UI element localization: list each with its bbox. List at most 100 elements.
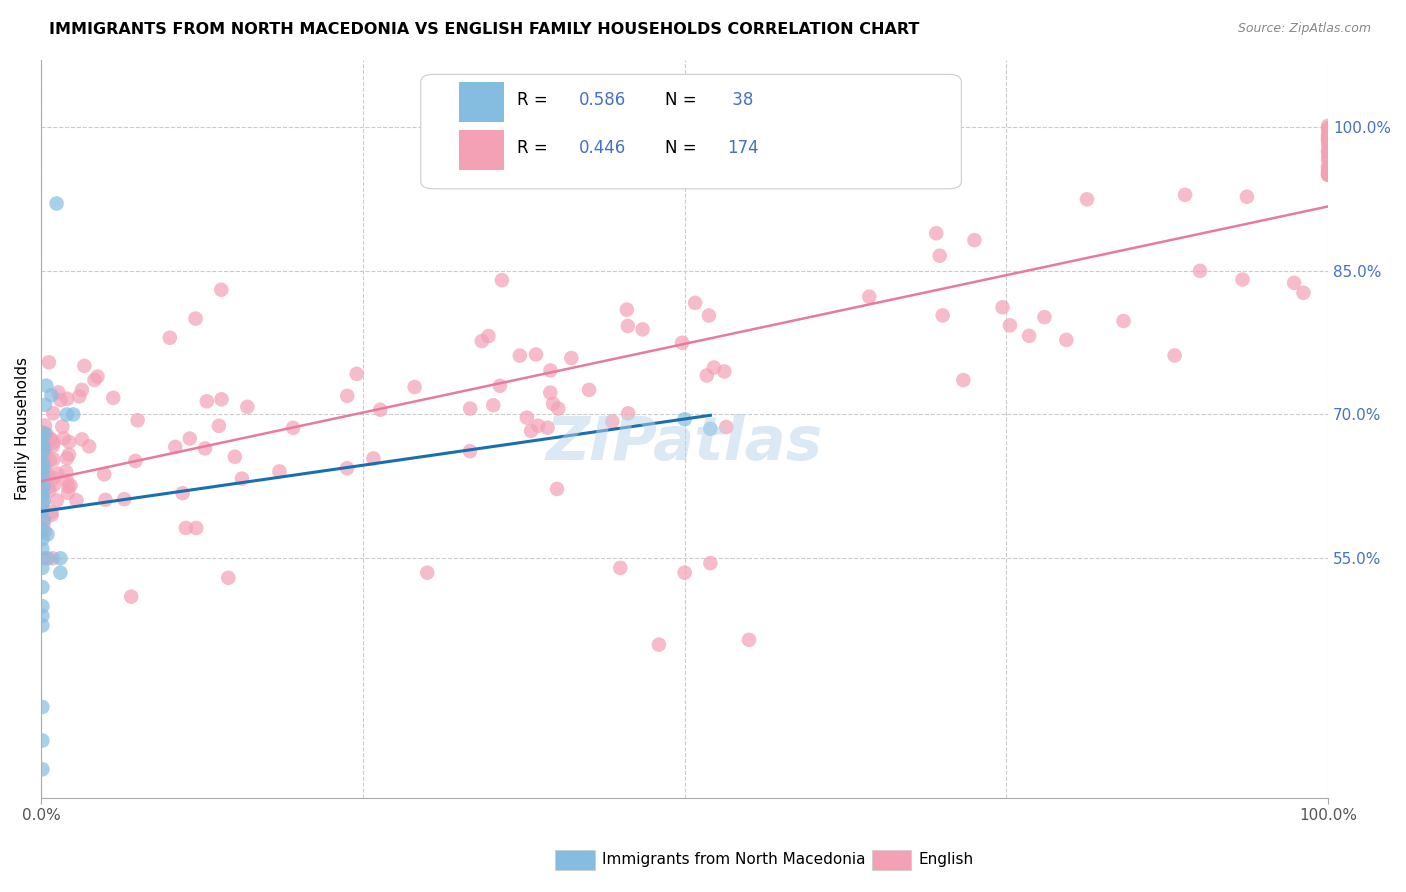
Point — [211, 392, 233, 407]
Point — [963, 233, 986, 247]
Point — [32, 460, 55, 475]
Point — [516, 410, 538, 425]
Point — [31, 497, 53, 511]
Point — [34, 443, 56, 458]
Point — [34, 418, 56, 433]
Point — [998, 318, 1021, 333]
Point — [925, 226, 948, 240]
Point — [224, 450, 246, 464]
Text: English: English — [918, 853, 973, 867]
Point — [1317, 151, 1340, 165]
Point — [31, 599, 53, 614]
Text: 38: 38 — [727, 91, 754, 109]
Point — [51, 419, 73, 434]
Point — [703, 360, 725, 375]
Point — [1317, 168, 1340, 182]
Point — [217, 571, 239, 585]
Point — [1232, 272, 1254, 286]
Point — [1317, 128, 1340, 143]
Point — [1317, 168, 1340, 182]
Point — [952, 373, 974, 387]
Point — [186, 521, 208, 535]
Point — [55, 465, 77, 479]
Point — [42, 471, 65, 485]
Point — [37, 480, 59, 494]
Text: N =: N = — [665, 91, 702, 109]
Point — [524, 347, 547, 361]
Text: Immigrants from North Macedonia: Immigrants from North Macedonia — [602, 853, 865, 867]
Point — [38, 483, 60, 498]
Point — [1317, 121, 1340, 136]
Point — [336, 389, 359, 403]
Point — [179, 432, 201, 446]
Point — [458, 444, 481, 458]
Point — [648, 638, 671, 652]
Point — [31, 497, 53, 511]
Point — [31, 488, 53, 502]
Point — [165, 440, 187, 454]
Point — [477, 329, 499, 343]
Point — [538, 385, 561, 400]
Point — [491, 273, 513, 287]
Point — [55, 474, 77, 488]
Point — [1188, 264, 1211, 278]
Text: IMMIGRANTS FROM NORTH MACEDONIA VS ENGLISH FAMILY HOUSEHOLDS CORRELATION CHART: IMMIGRANTS FROM NORTH MACEDONIA VS ENGLI… — [49, 22, 920, 37]
Point — [416, 566, 439, 580]
Point — [547, 401, 569, 416]
Point — [35, 474, 58, 488]
Point — [31, 532, 53, 546]
Point — [34, 455, 56, 469]
Point — [32, 516, 55, 530]
Text: R =: R = — [517, 139, 554, 157]
Point — [31, 511, 53, 525]
Point — [31, 580, 53, 594]
Point — [1317, 167, 1340, 181]
Point — [127, 413, 149, 427]
Point — [602, 415, 624, 429]
Point — [699, 556, 721, 570]
Point — [31, 733, 53, 747]
Point — [671, 335, 693, 350]
Point — [683, 296, 706, 310]
Text: N =: N = — [665, 139, 702, 157]
Point — [1282, 276, 1305, 290]
Point — [931, 309, 953, 323]
Point — [73, 359, 96, 373]
Point — [41, 551, 63, 566]
Point — [34, 398, 56, 412]
Point — [1163, 348, 1185, 362]
Point — [56, 408, 79, 422]
Text: 0.586: 0.586 — [579, 91, 626, 109]
Point — [673, 412, 696, 426]
Text: Source: ZipAtlas.com: Source: ZipAtlas.com — [1237, 22, 1371, 36]
Point — [536, 421, 558, 435]
Point — [58, 435, 80, 450]
Point — [1317, 168, 1340, 182]
Point — [120, 590, 142, 604]
Point — [31, 762, 53, 776]
Point — [56, 485, 79, 500]
Point — [112, 492, 135, 507]
Point — [1054, 333, 1077, 347]
Point — [560, 351, 582, 365]
Point — [928, 249, 950, 263]
Point — [1317, 119, 1340, 133]
Point — [1317, 135, 1340, 149]
Point — [31, 484, 53, 499]
Point — [31, 618, 53, 632]
Point — [471, 334, 494, 348]
Point — [1317, 153, 1340, 168]
Point — [31, 523, 53, 537]
Point — [31, 470, 53, 484]
Point — [41, 388, 63, 402]
Point — [65, 493, 87, 508]
Point — [58, 448, 80, 462]
Y-axis label: Family Households: Family Households — [15, 358, 30, 500]
Point — [31, 446, 53, 460]
Point — [540, 363, 562, 377]
Point — [1317, 132, 1340, 146]
Point — [42, 452, 65, 467]
Point — [31, 425, 53, 439]
Point — [482, 398, 505, 412]
Point — [1317, 163, 1340, 178]
